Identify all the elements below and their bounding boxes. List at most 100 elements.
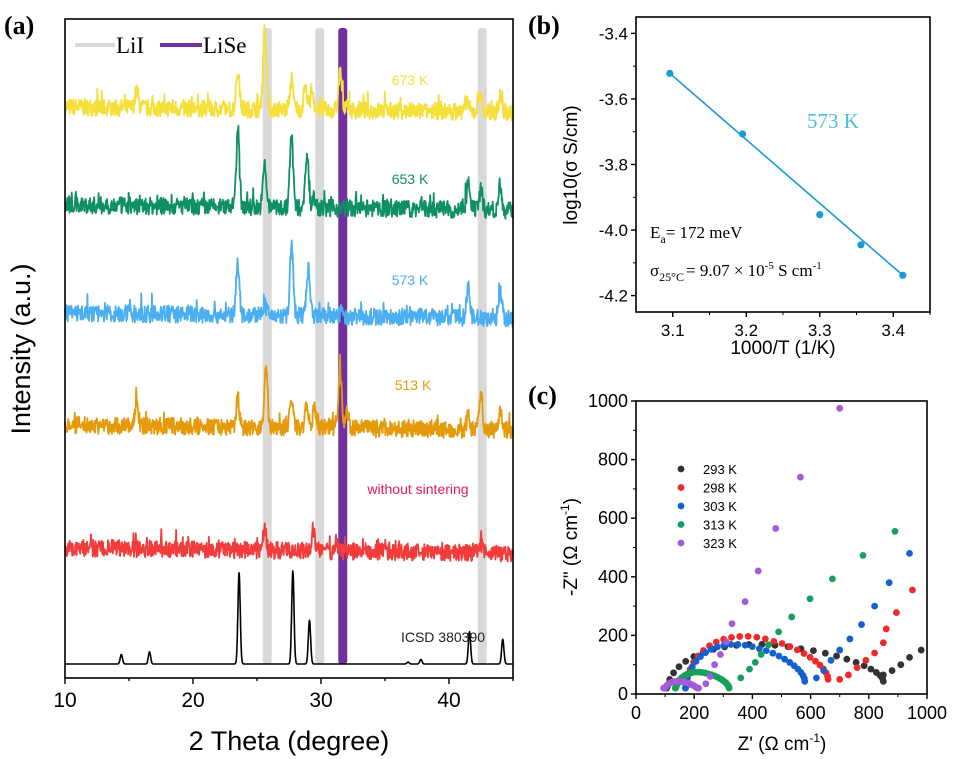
- data-point: [793, 646, 801, 654]
- x-axis-ticks-a: 10 20 30 40: [53, 677, 514, 712]
- y-axis-title-c-end: ): [561, 498, 582, 504]
- data-point: [917, 646, 925, 654]
- data-point: [871, 649, 879, 657]
- panel-c-nyquist: 0 200 400 600 800 1000 0 200 400 600 800 1000 293 K…: [558, 391, 947, 755]
- x-axis-title-b: 1000/T (1/K): [730, 338, 835, 359]
- data-point: [820, 667, 828, 674]
- x-tick-label: 600: [796, 703, 826, 723]
- data-point: [738, 130, 747, 138]
- reference-bands: [262, 28, 487, 664]
- ea-subscript: a: [660, 232, 666, 246]
- y-tick-label: 800: [598, 450, 628, 470]
- data-point: [833, 652, 840, 660]
- x-tick-label: 10: [53, 689, 76, 712]
- trace-labels: 673 K 653 K 573 K 513 K without sintering ICS…: [366, 72, 485, 645]
- data-point: [666, 69, 674, 77]
- plot-frame-c: [635, 400, 928, 695]
- legend-label-lise: LiSe: [203, 33, 246, 58]
- data-point: [893, 609, 900, 616]
- data-point: [753, 633, 761, 641]
- legend-a: LiI LiSe: [75, 33, 246, 58]
- panel-a-xrd: 10 20 30 40 LiI LiSe 673 K 653 K 573 K 513 K wi…: [6, 18, 514, 756]
- data-point: [906, 653, 913, 661]
- sigma-exponent: -5: [765, 260, 775, 272]
- legend-label-lii: LiI: [116, 33, 144, 58]
- ea-value: = 172 meV: [666, 223, 743, 242]
- data-point: [765, 641, 772, 649]
- legend-label-303-k: 303 K: [703, 499, 737, 514]
- legend-label-298-k: 298 K: [703, 481, 737, 496]
- data-point: [797, 473, 804, 481]
- axis-ticks-b: 3.1 3.2 3.3 3.4 -3.4 -3.6 -3.8 -4.0 -4.2: [599, 24, 931, 340]
- x-tick-label: 20: [181, 689, 204, 712]
- data-point: [888, 667, 896, 674]
- data-point: [775, 628, 782, 636]
- x-tick-label: 400: [737, 703, 767, 723]
- x-tick-label: 800: [854, 703, 884, 723]
- x-axis-title-c-exp: -1: [809, 731, 820, 745]
- sigma-subscript: 25°C: [659, 270, 684, 284]
- data-point: [706, 673, 714, 680]
- data-point: [891, 527, 899, 535]
- data-point: [757, 651, 765, 658]
- data-point: [836, 675, 844, 683]
- data-point: [737, 674, 745, 682]
- data-point: [754, 567, 762, 575]
- x-tick-label: 0: [631, 703, 641, 723]
- legend-marker-303-k: [677, 502, 685, 510]
- trace-icsd-380390: [64, 570, 514, 665]
- data-point: [860, 662, 868, 670]
- band-lii: [262, 28, 272, 664]
- data-point: [836, 404, 844, 412]
- panel-label-c: (c): [528, 381, 557, 410]
- y-axis-title-c: -Z" (Ω cm-1): [558, 498, 582, 596]
- legend-marker-313-k: [677, 521, 685, 528]
- data-point: [769, 649, 777, 657]
- x-axis-title-c-text: Z' (Ω cm: [738, 734, 810, 755]
- data-point: [879, 671, 887, 679]
- data-point: [824, 675, 832, 683]
- data-point: [741, 598, 749, 606]
- data-point: [688, 663, 696, 671]
- sigma-unit-exponent: -1: [813, 260, 822, 272]
- ea-symbol: E: [650, 223, 660, 242]
- data-point: [788, 613, 796, 621]
- x-tick-label: 3.1: [661, 321, 685, 340]
- y-tick-label: -3.8: [599, 156, 628, 175]
- data-point: [728, 633, 735, 641]
- data-point: [786, 643, 794, 650]
- x-tick-label: 200: [679, 703, 709, 723]
- panel-b-arrhenius: 3.1 3.2 3.3 3.4 -3.4 -3.6 -3.8 -4.0 -4.2 573 K E…: [561, 16, 931, 359]
- data-point: [770, 637, 778, 645]
- data-point: [879, 678, 887, 685]
- data-point: [692, 657, 700, 665]
- data-point: [695, 684, 702, 692]
- legend-label-313-k: 313 K: [703, 518, 737, 533]
- data-point: [800, 650, 808, 657]
- data-point: [734, 641, 742, 648]
- axis-ticks-c: 0 200 400 600 800 1000 0 200 400 600 800 1000: [588, 391, 947, 723]
- x-tick-label: 3.3: [808, 321, 832, 340]
- x-tick-label: 40: [437, 689, 460, 712]
- y-axis-title-c-exp: -1: [558, 504, 572, 515]
- x-axis-title-c: Z' (Ω cm-1): [738, 731, 827, 755]
- legend-label-323-k: 323 K: [703, 536, 737, 551]
- trace-513-k: [64, 353, 514, 440]
- y-axis-title-b: log10(σ S/cm): [561, 105, 582, 224]
- data-point: [697, 653, 704, 660]
- data-point: [862, 656, 870, 664]
- y-tick-label: -4.0: [599, 221, 628, 240]
- data-point: [829, 575, 836, 583]
- data-point: [899, 271, 907, 279]
- xrd-traces: [64, 23, 514, 665]
- data-point: [748, 643, 756, 651]
- y-tick-label: -4.2: [599, 287, 628, 306]
- data-point: [716, 651, 724, 658]
- data-point: [821, 649, 829, 657]
- arrhenius-data: [666, 69, 907, 279]
- data-point: [879, 639, 887, 647]
- x-axis-title-c-end: ): [820, 734, 826, 755]
- data-point: [812, 657, 819, 665]
- x-tick-label: 30: [309, 689, 332, 712]
